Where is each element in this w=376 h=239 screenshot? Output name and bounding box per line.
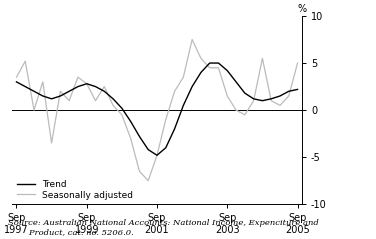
Trend — [252, 97, 256, 100]
Seasonally adjusted — [225, 95, 229, 98]
Text: Source: Australian National Accounts: National Income, Expenciture and
        P: Source: Australian National Accounts: Na… — [8, 219, 318, 237]
Trend — [172, 127, 177, 130]
Trend — [208, 62, 212, 65]
Seasonally adjusted — [172, 90, 177, 93]
Trend — [120, 107, 124, 110]
Trend — [102, 90, 106, 93]
Trend — [216, 62, 221, 65]
Seasonally adjusted — [128, 137, 133, 140]
Seasonally adjusted — [216, 66, 221, 69]
Seasonally adjusted — [102, 85, 106, 88]
Seasonally adjusted — [252, 99, 256, 102]
Trend — [146, 148, 150, 151]
Trend — [49, 97, 54, 100]
Trend — [128, 120, 133, 123]
Trend — [14, 81, 19, 83]
Trend — [111, 97, 115, 100]
Trend — [58, 95, 63, 98]
Seasonally adjusted — [278, 104, 282, 107]
Seasonally adjusted — [41, 81, 45, 83]
Trend — [243, 92, 247, 95]
Line: Seasonally adjusted: Seasonally adjusted — [17, 39, 297, 181]
Trend — [23, 85, 27, 88]
Seasonally adjusted — [76, 76, 80, 79]
Trend — [234, 81, 238, 83]
Trend — [295, 88, 300, 91]
Legend: Trend, Seasonally adjusted: Trend, Seasonally adjusted — [17, 180, 133, 200]
Seasonally adjusted — [234, 109, 238, 112]
Seasonally adjusted — [146, 179, 150, 182]
Trend — [41, 95, 45, 98]
Text: %: % — [297, 4, 306, 14]
Seasonally adjusted — [120, 113, 124, 116]
Seasonally adjusted — [49, 141, 54, 144]
Seasonally adjusted — [111, 104, 115, 107]
Trend — [225, 69, 229, 72]
Trend — [93, 85, 98, 88]
Seasonally adjusted — [93, 99, 98, 102]
Seasonally adjusted — [32, 109, 36, 112]
Trend — [85, 82, 89, 85]
Seasonally adjusted — [190, 38, 194, 41]
Seasonally adjusted — [181, 76, 186, 79]
Trend — [164, 146, 168, 149]
Seasonally adjusted — [155, 154, 159, 157]
Trend — [278, 95, 282, 98]
Seasonally adjusted — [287, 95, 291, 98]
Trend — [32, 90, 36, 93]
Trend — [269, 97, 273, 100]
Trend — [67, 90, 71, 93]
Seasonally adjusted — [243, 113, 247, 116]
Seasonally adjusted — [260, 57, 265, 60]
Seasonally adjusted — [23, 60, 27, 63]
Line: Trend: Trend — [17, 63, 297, 155]
Trend — [287, 90, 291, 93]
Seasonally adjusted — [199, 57, 203, 60]
Trend — [190, 85, 194, 88]
Seasonally adjusted — [164, 118, 168, 121]
Seasonally adjusted — [67, 99, 71, 102]
Trend — [137, 135, 142, 138]
Trend — [199, 71, 203, 74]
Seasonally adjusted — [14, 76, 19, 79]
Seasonally adjusted — [208, 66, 212, 69]
Seasonally adjusted — [137, 170, 142, 173]
Seasonally adjusted — [269, 99, 273, 102]
Seasonally adjusted — [85, 82, 89, 85]
Trend — [76, 85, 80, 88]
Trend — [155, 154, 159, 157]
Trend — [260, 99, 265, 102]
Seasonally adjusted — [58, 90, 63, 93]
Seasonally adjusted — [295, 62, 300, 65]
Trend — [181, 104, 186, 107]
